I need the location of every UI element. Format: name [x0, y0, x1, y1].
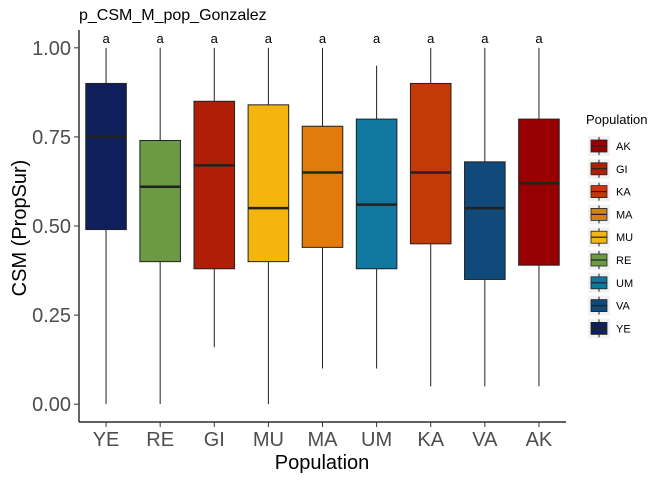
y-axis-title: CSM (PropSur) [9, 160, 31, 297]
x-tick-label: VA [472, 429, 498, 451]
chart-title: p_CSM_M_pop_Gonzalez [79, 7, 267, 24]
significance-label: a [427, 31, 435, 46]
significance-label: a [535, 31, 543, 46]
box-ma [301, 125, 344, 248]
legend-title: Population [586, 112, 647, 127]
x-tick-label: RE [146, 429, 174, 451]
box-um [355, 118, 398, 270]
x-tick-label: MU [253, 429, 284, 451]
significance-label: a [319, 31, 327, 46]
legend-label: MA [616, 209, 633, 221]
legend-label: YE [616, 323, 631, 335]
x-axis-title: Population [275, 452, 370, 474]
legend-label: KA [616, 187, 631, 199]
x-tick-label: MA [308, 429, 339, 451]
box-ak [518, 118, 560, 266]
plot-area: 0.00 0.25 0.50 0.75 1.00 a YE a RE a GI a MU a MA a UM a K… [32, 30, 566, 451]
y-tick-label: 0.00 [32, 394, 71, 416]
x-tick-label: AK [526, 429, 553, 451]
y-tick-label: 0.50 [32, 216, 71, 238]
legend-label: RE [616, 255, 631, 267]
y-tick-label: 0.75 [32, 127, 71, 149]
significance-label: a [373, 31, 381, 46]
x-tick-label: YE [93, 429, 120, 451]
significance-label: a [211, 31, 219, 46]
box-mu [247, 104, 290, 263]
y-tick-label: 0.25 [32, 305, 71, 327]
significance-label: a [481, 31, 489, 46]
box-va [464, 161, 506, 280]
x-tick-label: UM [361, 429, 392, 451]
x-tick-label: GI [204, 429, 225, 451]
box-re [139, 139, 181, 263]
x-tick-label: KA [417, 429, 444, 451]
y-tick-label: 1.00 [32, 38, 71, 60]
box-ye [85, 82, 127, 231]
significance-label: a [265, 31, 273, 46]
legend-label: MU [616, 232, 633, 244]
legend-label: UM [616, 278, 633, 290]
legend: Population AK GI KA MA MU RE UM VA YE [586, 112, 647, 339]
legend-label: AK [616, 141, 631, 153]
box-ka [409, 82, 452, 245]
significance-label: a [157, 31, 165, 46]
legend-label: VA [616, 301, 631, 313]
significance-label: a [102, 31, 110, 46]
box-gi [193, 100, 236, 270]
legend-label: GI [616, 164, 628, 176]
